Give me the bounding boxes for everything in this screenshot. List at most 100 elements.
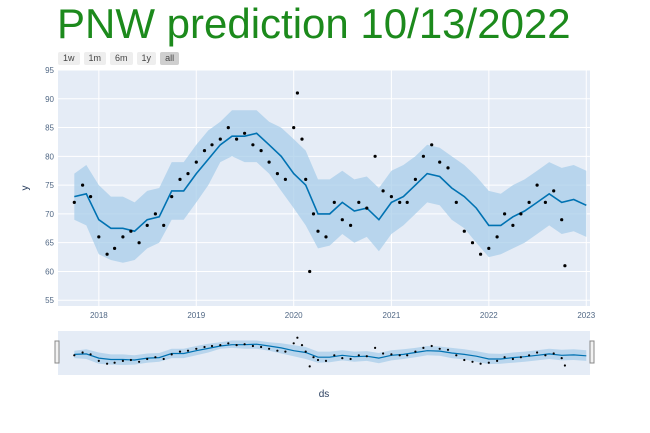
- actual-point: [535, 183, 539, 187]
- actual-point: [243, 343, 246, 346]
- actual-point: [349, 223, 353, 227]
- actual-point: [219, 344, 222, 347]
- range-slider-right-handle[interactable]: [589, 340, 595, 364]
- y-tick-label: 65: [45, 239, 54, 248]
- range-button-6m[interactable]: 6m: [110, 52, 133, 65]
- actual-point: [487, 361, 490, 364]
- range-slider[interactable]: [54, 331, 595, 375]
- actual-point: [496, 359, 499, 362]
- actual-point: [543, 200, 548, 204]
- actual-point: [311, 212, 316, 216]
- actual-point: [162, 223, 166, 227]
- actual-point: [304, 177, 308, 181]
- y-tick-label: 80: [45, 152, 54, 161]
- actual-point: [89, 195, 93, 199]
- actual-point: [113, 361, 116, 364]
- actual-point: [292, 342, 295, 345]
- range-slider-left-handle[interactable]: [54, 340, 60, 364]
- y-tick-label: 70: [45, 210, 54, 219]
- y-tick-label: 55: [45, 296, 54, 305]
- actual-point: [405, 200, 409, 204]
- actual-point: [235, 344, 238, 347]
- actual-point: [267, 160, 271, 164]
- range-button-all[interactable]: all: [160, 52, 180, 65]
- actual-point: [519, 356, 523, 359]
- actual-point: [186, 172, 190, 176]
- range-button-1y[interactable]: 1y: [136, 52, 157, 65]
- actual-point: [268, 347, 271, 350]
- actual-point: [552, 352, 555, 355]
- actual-point: [374, 346, 377, 349]
- range-slider-line: [74, 343, 587, 361]
- actual-point: [186, 349, 190, 352]
- actual-point: [454, 200, 458, 204]
- actual-point: [162, 357, 165, 361]
- range-selector: 1w 1m 6m 1y all: [58, 52, 180, 65]
- actual-point: [349, 357, 352, 361]
- actual-point: [300, 344, 304, 347]
- actual-point: [138, 360, 141, 363]
- actual-point: [430, 344, 433, 348]
- actual-point: [195, 347, 198, 350]
- actual-point: [422, 346, 425, 349]
- actual-points: [72, 91, 567, 274]
- actual-point: [145, 223, 149, 227]
- actual-point: [552, 189, 556, 193]
- actual-point: [373, 154, 377, 158]
- actual-point: [296, 336, 299, 339]
- actual-point: [365, 206, 369, 210]
- actual-point: [121, 359, 124, 362]
- actual-point: [97, 359, 100, 362]
- actual-point: [381, 189, 385, 193]
- actual-point: [382, 352, 385, 355]
- actual-point: [357, 354, 360, 357]
- actual-point: [340, 218, 344, 222]
- uncertainty-area: [74, 110, 587, 263]
- actual-point: [251, 344, 254, 348]
- actual-point: [511, 357, 514, 361]
- actual-point: [235, 137, 239, 141]
- actual-point: [446, 166, 450, 170]
- actual-point: [463, 358, 466, 362]
- range-button-1w[interactable]: 1w: [58, 52, 80, 65]
- actual-point: [563, 264, 567, 268]
- actual-point: [210, 344, 214, 348]
- x-tick-label: 2022: [480, 311, 498, 320]
- actual-point: [560, 357, 563, 360]
- x-tick-label: 2018: [90, 311, 108, 320]
- actual-point: [438, 347, 441, 350]
- actual-point: [137, 241, 141, 245]
- actual-point: [312, 356, 315, 359]
- actual-point: [470, 241, 475, 245]
- actual-point: [226, 126, 230, 130]
- actual-point: [479, 252, 483, 256]
- chart-title: PNW prediction 10/13/2022: [57, 0, 571, 47]
- actual-point: [511, 223, 515, 227]
- actual-point: [332, 200, 336, 204]
- x-tick-label: 2020: [285, 311, 303, 320]
- actual-point: [398, 354, 401, 357]
- actual-point: [113, 246, 117, 250]
- actual-point: [462, 229, 466, 233]
- actual-point: [81, 351, 84, 354]
- actual-point: [170, 195, 174, 199]
- range-slider-points: [73, 336, 567, 368]
- y-tick-label: 95: [45, 66, 54, 75]
- range-slider-band: [74, 340, 587, 365]
- actual-point: [536, 351, 539, 354]
- range-button-1m[interactable]: 1m: [83, 52, 107, 65]
- actual-point: [202, 149, 207, 153]
- actual-point: [89, 353, 92, 356]
- actual-point: [316, 358, 320, 362]
- forecast-line-path: [74, 132, 587, 233]
- x-tick-label: 2023: [577, 311, 595, 320]
- uncertainty-area: [74, 340, 587, 365]
- y-tick-label: 60: [45, 267, 54, 276]
- actual-point: [243, 131, 247, 135]
- actual-point: [178, 177, 182, 181]
- actual-point: [430, 143, 434, 147]
- actual-point: [203, 345, 206, 349]
- actual-point: [276, 349, 279, 352]
- actual-point: [324, 235, 328, 239]
